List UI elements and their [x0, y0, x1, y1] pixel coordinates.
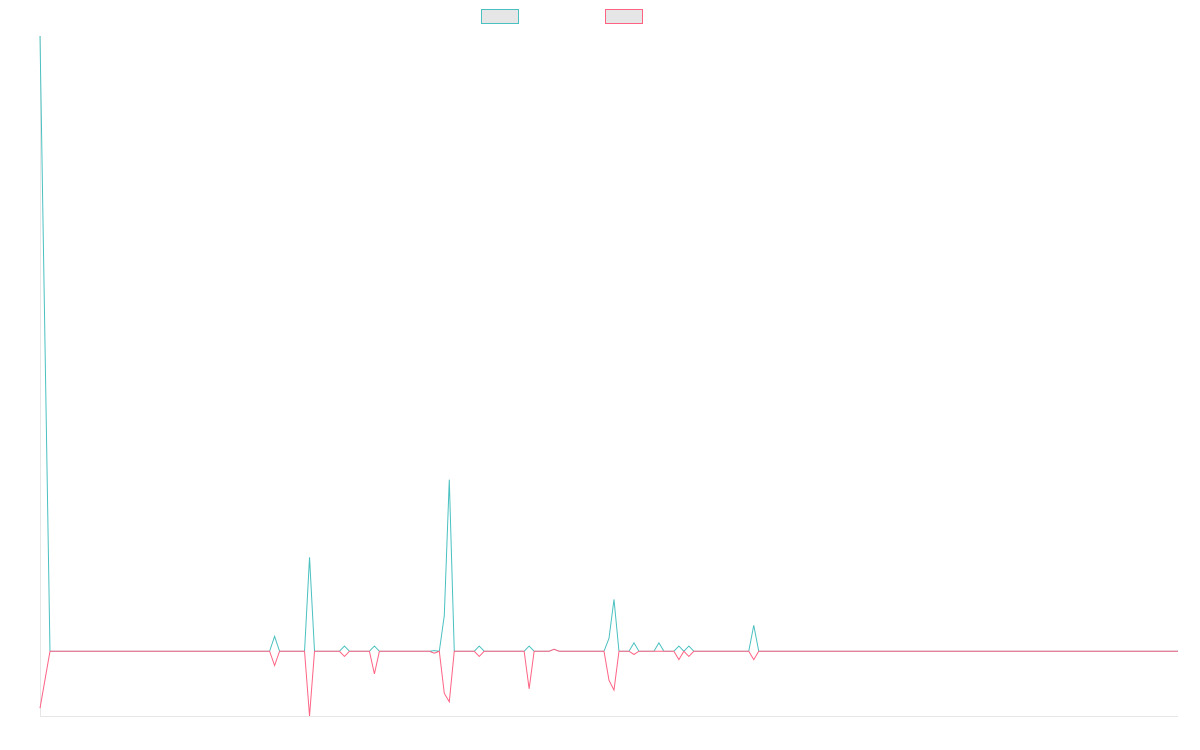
series-line-1[interactable]: [39, 35, 1178, 652]
series-layer: [39, 35, 1178, 717]
legend: [0, 9, 1200, 27]
legend-swatch-series-2: [605, 9, 643, 24]
series-line-2[interactable]: [39, 648, 1178, 717]
legend-swatch-series-1: [481, 9, 519, 24]
legend-item-series-2[interactable]: [605, 9, 649, 24]
legend-item-series-1[interactable]: [481, 9, 525, 24]
